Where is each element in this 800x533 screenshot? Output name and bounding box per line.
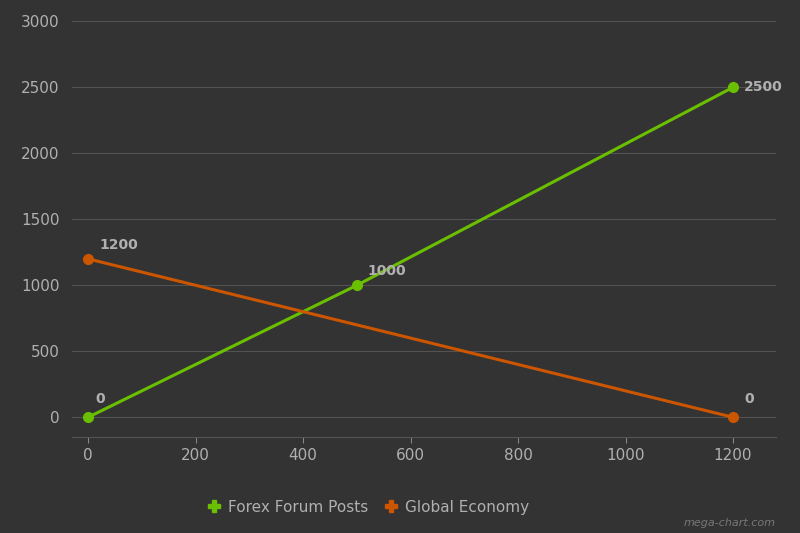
Text: 0: 0 <box>95 392 105 406</box>
Text: 1000: 1000 <box>368 264 406 278</box>
Text: mega-chart.com: mega-chart.com <box>684 518 776 528</box>
Text: 2500: 2500 <box>744 80 783 94</box>
Text: 1200: 1200 <box>99 238 138 252</box>
Legend: Forex Forum Posts, Global Economy: Forex Forum Posts, Global Economy <box>200 494 535 521</box>
Text: 0: 0 <box>744 392 754 406</box>
